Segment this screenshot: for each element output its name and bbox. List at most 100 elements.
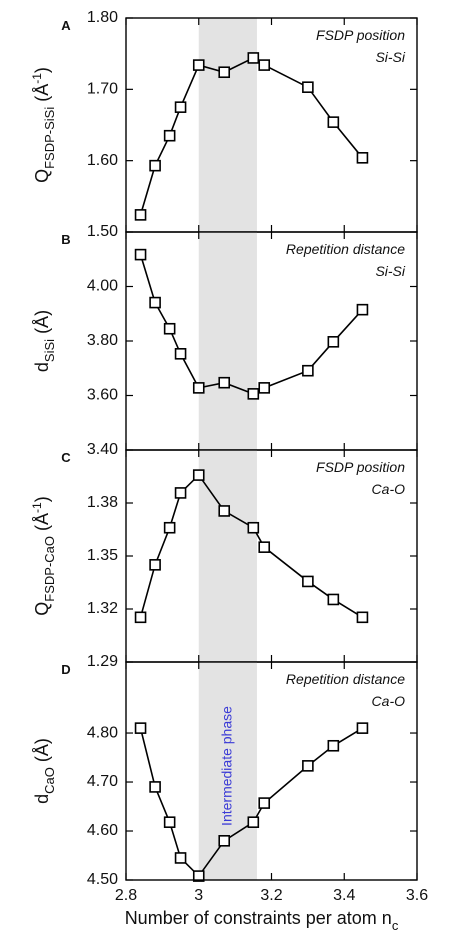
data-point	[174, 852, 187, 864]
data-point	[327, 739, 340, 752]
data-point	[302, 575, 314, 588]
annotation: Ca-O	[372, 481, 406, 497]
data-point	[149, 296, 161, 309]
data-point	[192, 469, 205, 481]
shaded-region	[198, 450, 257, 662]
y-label-unit: (Å)	[32, 738, 52, 767]
data-point	[302, 364, 314, 377]
data-point	[218, 66, 231, 79]
x-tick-label: 3.4	[333, 887, 355, 904]
y-label-sup: -1	[30, 73, 44, 84]
data-point	[174, 101, 187, 113]
y-axis-label: QFSDP-SiSi (Å-1)	[30, 67, 57, 183]
y-tick-label: 3.80	[87, 332, 118, 349]
y-label-base: Q	[32, 169, 52, 183]
annotation: Si-Si	[375, 49, 405, 65]
x-tick-label: 2.8	[115, 887, 137, 904]
data-point	[192, 870, 205, 882]
x-tick-label: 3.6	[406, 887, 428, 904]
data-point	[258, 382, 271, 394]
y-label-sub: SiSi	[42, 339, 57, 362]
annotation: FSDP position	[316, 27, 405, 43]
data-point	[163, 521, 176, 534]
y-tick-label: 4.70	[87, 773, 118, 790]
panel-label: B	[61, 232, 70, 247]
y-tick-label: 1.38	[87, 494, 118, 511]
y-axis-label: QFSDP-CaO (Å-1)	[30, 496, 57, 615]
shaded-region	[198, 232, 257, 450]
y-tick-label: 3.60	[87, 387, 118, 404]
data-point	[218, 835, 231, 847]
y-tick-label: 1.35	[87, 547, 118, 564]
y-label-base: d	[32, 794, 52, 804]
y-tick-label: 1.32	[87, 600, 118, 617]
data-point	[247, 52, 260, 64]
annotation: FSDP position	[316, 459, 405, 475]
y-tick-label: 1.60	[87, 152, 118, 169]
data-point	[192, 59, 205, 71]
data-point	[302, 760, 314, 772]
shaded-region	[198, 18, 257, 232]
x-label-text: Number of constraints per atom n	[125, 908, 392, 928]
data-point	[218, 505, 231, 517]
panel-label: A	[61, 18, 71, 33]
x-label-sub: c	[392, 918, 399, 933]
y-axis-label: dSiSi (Å)	[32, 310, 57, 372]
data-point	[149, 781, 161, 793]
y-label-sub: CaO	[42, 767, 57, 794]
y-label-close: )	[32, 67, 52, 73]
data-point	[149, 559, 161, 571]
data-point	[327, 116, 340, 128]
y-tick-label: 4.60	[87, 822, 118, 839]
data-point	[356, 722, 369, 734]
data-point	[134, 209, 147, 221]
plot-frame	[125, 231, 418, 451]
y-tick-label: 1.70	[87, 81, 118, 98]
y-label-sub: FSDP-SiSi	[42, 107, 57, 169]
panel-label: C	[61, 450, 71, 465]
data-point	[149, 159, 161, 172]
y-label-unit: (Å	[32, 513, 52, 536]
y-label-unit: (Å	[32, 84, 52, 107]
y-axis-label: dCaO (Å)	[32, 738, 57, 804]
y-tick-label: 1.80	[87, 9, 118, 26]
y-tick-label: 4.80	[87, 724, 118, 741]
annotation: Repetition distance	[286, 241, 405, 257]
y-label-close: )	[32, 496, 52, 502]
x-tick-label: 3.2	[260, 887, 282, 904]
y-label-unit: (Å)	[32, 310, 52, 339]
annotation: Ca-O	[372, 693, 406, 709]
data-point	[134, 722, 147, 734]
data-point	[163, 129, 176, 142]
y-tick-label: 3.40	[87, 441, 118, 458]
data-point	[174, 487, 187, 499]
data-point	[163, 816, 176, 828]
data-point	[163, 322, 176, 335]
y-label-base: d	[32, 362, 52, 372]
y-tick-label: 4.50	[87, 871, 118, 888]
data-point	[327, 336, 340, 348]
x-tick-label: 3	[194, 887, 203, 904]
data-point	[356, 611, 369, 624]
data-point	[134, 611, 147, 624]
plot-frame	[125, 17, 418, 233]
data-point	[258, 59, 271, 71]
data-point	[134, 248, 147, 261]
y-label-sup: -1	[30, 502, 44, 513]
annotation: Si-Si	[375, 263, 405, 279]
data-point	[356, 303, 369, 316]
y-tick-label: 1.50	[87, 223, 118, 240]
data-point	[192, 382, 205, 394]
region-label: Intermediate phase	[219, 706, 235, 826]
data-point	[327, 593, 340, 606]
data-point	[218, 376, 231, 389]
data-point	[247, 816, 260, 828]
data-point	[356, 152, 369, 164]
data-point	[302, 81, 314, 93]
panel-label: D	[61, 662, 70, 677]
data-point	[258, 541, 271, 553]
y-label-sub: FSDP-CaO	[42, 536, 57, 602]
data-point	[247, 388, 260, 400]
y-label-base: Q	[32, 602, 52, 616]
